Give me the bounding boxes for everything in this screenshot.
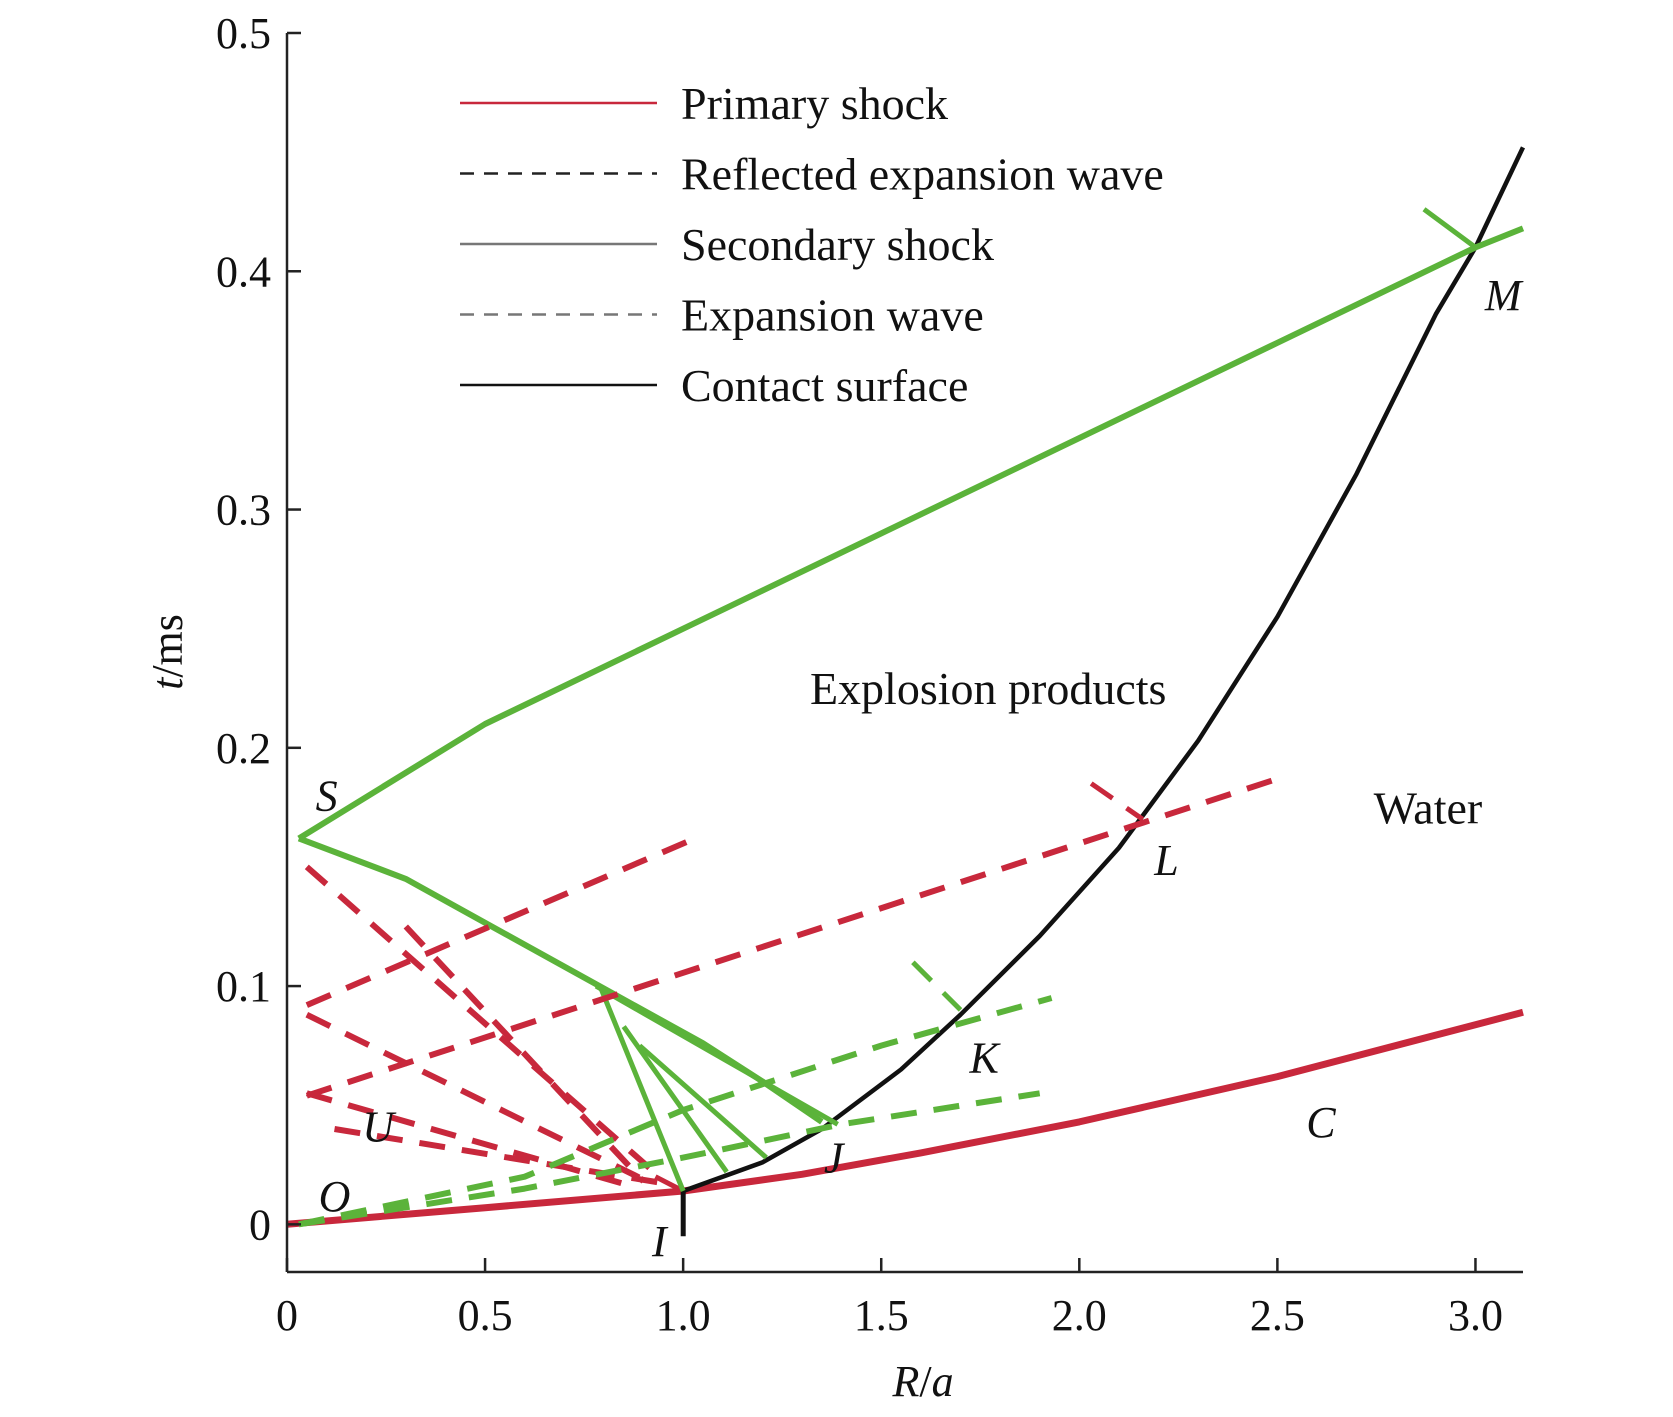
series-line-17 (305, 775, 1279, 1099)
series-line-12 (403, 924, 646, 1184)
series-line-6 (1422, 207, 1477, 250)
labels-layer: Explosion products Water S OU I J K L M C (316, 271, 1524, 1266)
x-tick-label-6: 3.0 (1448, 1291, 1503, 1340)
x-axis-title: R/a (891, 1357, 953, 1406)
y-tick-label-0: 0 (249, 1200, 271, 1249)
x-tick-label-0: 0 (276, 1291, 298, 1340)
point-label-L: L (1153, 836, 1178, 885)
series-line-21 (911, 960, 963, 1012)
series-line-0 (286, 1008, 1524, 1228)
series-line-4 (297, 225, 1525, 841)
point-label-K: K (969, 1034, 1002, 1083)
series-layer (286, 146, 1526, 1237)
region-label-1: Water (1374, 782, 1483, 833)
series-line-13 (305, 1012, 649, 1185)
point-label-J: J (824, 1134, 846, 1183)
series-line-20 (298, 995, 1053, 1228)
series-line-9 (637, 1043, 768, 1160)
x-tick-label-4: 2.0 (1052, 1291, 1107, 1340)
series-line-19 (298, 1090, 1041, 1228)
y-tick-label-2: 0.2 (216, 724, 271, 773)
series-line-15 (334, 1126, 668, 1187)
series-line-1 (654, 1174, 685, 1194)
y-tick-label-1: 0.1 (216, 962, 271, 1011)
series-line-10 (594, 983, 839, 1127)
point-label-I: I (651, 1217, 669, 1266)
point-label-M: M (1484, 271, 1524, 320)
x-tick-label-3: 1.5 (854, 1291, 909, 1340)
y-tick-label-5: 0.5 (216, 9, 271, 58)
point-label-S: S (316, 771, 338, 820)
axes-layer: 0 0.5 1.0 1.5 2.0 2.5 3.0 0 0.1 0.2 0.3 0.4 0.5 R/a t/… (143, 9, 1523, 1406)
y-tick-label-4: 0.4 (216, 247, 271, 296)
point-label-C: C (1306, 1098, 1336, 1147)
x-tick-label-5: 2.5 (1250, 1291, 1305, 1340)
y-axis-title: t/ms (143, 614, 192, 690)
legend-label-4: Contact surface (681, 360, 968, 411)
region-label-0: Explosion products (810, 663, 1166, 714)
series-line-11 (304, 864, 662, 1179)
series-line-5 (297, 835, 824, 1125)
y-tick-label-3: 0.3 (216, 486, 271, 535)
legend-label-1: Reflected expansion wave (681, 149, 1164, 200)
legend-layer: Primary shock Reflected expansion wave Sec… (460, 78, 1164, 411)
x-tick-label-1: 0.5 (458, 1291, 513, 1340)
series-line-7 (597, 985, 686, 1192)
point-label-O: O (319, 1172, 351, 1221)
series-line-18 (1089, 781, 1145, 822)
legend-label-3: Expansion wave (681, 290, 984, 341)
x-tick-label-2: 1.0 (656, 1291, 711, 1340)
series-line-8 (621, 1025, 729, 1174)
legend-label-0: Primary shock (681, 78, 948, 129)
legend-label-2: Secondary shock (681, 219, 994, 270)
point-label-U: U (362, 1103, 397, 1152)
series-line-16 (305, 835, 697, 1008)
